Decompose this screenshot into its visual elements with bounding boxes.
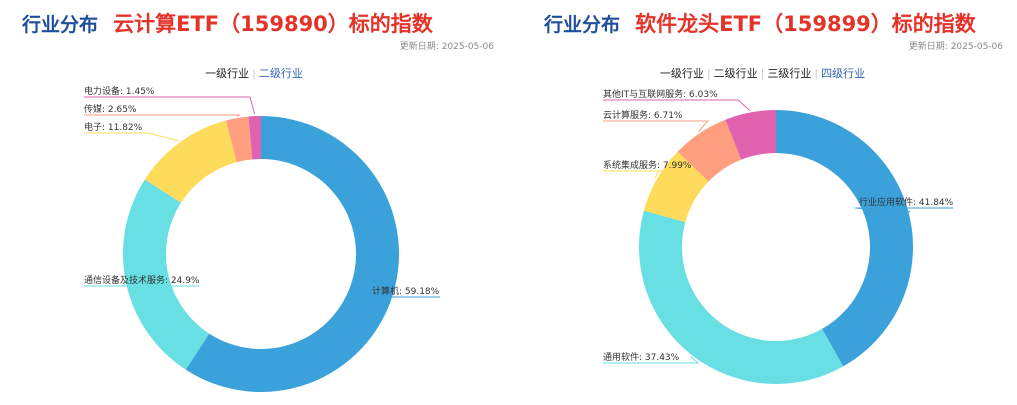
donut-slice[interactable]	[248, 116, 261, 160]
donut-slice[interactable]	[225, 116, 253, 163]
slice-label: 电子: 11.82%	[84, 121, 143, 133]
right-panel: 行业分布 软件龙头ETF（159899）标的指数 更新日期: 2025-05-0…	[508, 0, 1017, 405]
right-section-title: 行业分布	[544, 14, 621, 36]
tab-level-2[interactable]: 二级行业	[713, 67, 758, 80]
tab-level-1[interactable]: 一级行业	[205, 67, 250, 80]
tab-level-2[interactable]: 二级行业	[258, 67, 303, 80]
left-update-date: 更新日期: 2025-05-06	[399, 42, 494, 52]
donut-slice[interactable]	[725, 110, 776, 160]
left-title-row: 行业分布 云计算ETF（159890）标的指数	[22, 8, 433, 38]
donut-slice[interactable]	[144, 120, 237, 203]
slice-label: 通用软件: 37.43%	[603, 351, 680, 363]
tab-level-4[interactable]: 四级行业	[821, 67, 866, 80]
donut-slice[interactable]	[677, 119, 742, 182]
label-leader-line	[603, 99, 751, 111]
label-leader-line	[84, 132, 179, 142]
label-leader-line	[603, 120, 710, 132]
left-etf-title: 云计算ETF（159890）标的指数	[113, 12, 433, 36]
donut-slice[interactable]	[643, 151, 709, 223]
label-leader-line	[603, 170, 659, 179]
right-etf-title: 软件龙头ETF（159899）标的指数	[635, 12, 976, 36]
tab-separator: |	[706, 67, 711, 80]
tab-separator: |	[252, 67, 256, 80]
tab-level-3[interactable]: 三级行业	[767, 67, 812, 80]
right-update-date: 更新日期: 2025-05-06	[908, 42, 1003, 52]
tab-separator: |	[814, 67, 819, 80]
slice-label: 计算机: 59.18%	[372, 285, 440, 297]
slice-label: 电力设备: 1.45%	[84, 85, 155, 97]
right-level-tabs: 一级行业 | 二级行业 | 三级行业 | 四级行业	[508, 65, 1017, 81]
donut-slice[interactable]	[185, 116, 400, 393]
right-title-row: 行业分布 软件龙头ETF（159899）标的指数	[544, 8, 976, 38]
left-panel: 行业分布 云计算ETF（159890）标的指数 更新日期: 2025-05-06…	[0, 0, 508, 405]
slice-label: 通信设备及技术服务: 24.9%	[84, 274, 200, 286]
left-donut-chart: 计算机: 59.18% 通信设备及技术服务: 24.9% 电子: 11.82% 传媒:…	[84, 85, 440, 393]
tab-level-1[interactable]: 一级行业	[659, 67, 704, 80]
slice-label: 系统集成服务: 7.99%	[603, 159, 692, 171]
donut-slice[interactable]	[776, 110, 913, 367]
left-section-title: 行业分布	[22, 14, 99, 36]
slice-label: 行业应用软件: 41.84%	[859, 196, 954, 208]
left-level-tabs: 一级行业 | 二级行业	[0, 65, 508, 81]
slice-label: 传媒: 2.65%	[84, 103, 137, 115]
donut-slice[interactable]	[639, 210, 844, 385]
slice-label: 其他IT与互联网服务: 6.03%	[603, 88, 718, 100]
slice-label: 云计算服务: 6.71%	[603, 109, 683, 121]
tab-separator: |	[760, 67, 765, 80]
right-donut-chart: 行业应用软件: 41.84% 通用软件: 37.43% 系统集成服务: 7.99% 云…	[603, 88, 954, 385]
donut-slice[interactable]	[122, 179, 210, 370]
